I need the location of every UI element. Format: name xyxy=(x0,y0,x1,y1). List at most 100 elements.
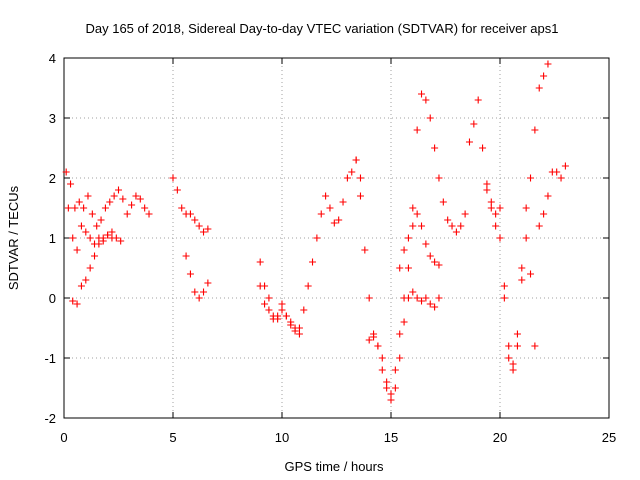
data-point xyxy=(195,222,203,230)
y-tick-label: 2 xyxy=(49,171,56,186)
data-point xyxy=(356,174,364,182)
data-point xyxy=(400,246,408,254)
data-point xyxy=(287,321,295,329)
data-point xyxy=(123,210,131,218)
x-tick-label: 0 xyxy=(60,430,67,445)
data-point xyxy=(326,204,334,212)
data-point xyxy=(365,336,373,344)
data-point xyxy=(278,306,286,314)
data-point xyxy=(413,210,421,218)
data-point xyxy=(431,258,439,266)
data-point xyxy=(444,216,452,224)
series-trace-i xyxy=(365,288,443,404)
data-point xyxy=(404,234,412,242)
data-point xyxy=(128,201,136,209)
data-point xyxy=(492,210,500,218)
data-point xyxy=(88,210,96,218)
data-point xyxy=(518,276,526,284)
data-point xyxy=(200,228,208,236)
data-point xyxy=(422,96,430,104)
data-point xyxy=(204,279,212,287)
data-point xyxy=(431,144,439,152)
data-point xyxy=(396,330,404,338)
y-tick-label: 0 xyxy=(49,291,56,306)
y-tick-label: 3 xyxy=(49,111,56,126)
data-point xyxy=(265,294,273,302)
data-point xyxy=(64,204,72,212)
data-point xyxy=(426,114,434,122)
data-point xyxy=(509,366,517,374)
data-point xyxy=(132,192,140,200)
data-point xyxy=(457,222,465,230)
series-trace-d xyxy=(169,174,212,236)
data-point xyxy=(496,234,504,242)
data-point xyxy=(108,228,116,236)
data-point xyxy=(378,354,386,362)
data-point xyxy=(391,384,399,392)
data-point xyxy=(104,231,112,239)
data-point xyxy=(95,240,103,248)
data-point xyxy=(540,72,548,80)
data-point xyxy=(204,225,212,233)
data-point xyxy=(387,396,395,404)
data-point xyxy=(465,138,473,146)
data-point xyxy=(535,222,543,230)
data-point xyxy=(387,390,395,398)
y-tick-labels: -2 -1 0 1 2 3 4 xyxy=(44,51,56,426)
data-point xyxy=(370,333,378,341)
data-point xyxy=(93,222,101,230)
data-point xyxy=(106,198,114,206)
data-point xyxy=(97,216,105,224)
data-point xyxy=(313,234,321,242)
data-point xyxy=(531,342,539,350)
data-point xyxy=(291,327,299,335)
data-point xyxy=(435,174,443,182)
data-point xyxy=(75,198,83,206)
data-point xyxy=(69,234,77,242)
data-point xyxy=(544,60,552,68)
data-point xyxy=(145,210,153,218)
data-point xyxy=(483,186,491,194)
data-point xyxy=(474,96,482,104)
data-point xyxy=(86,234,94,242)
data-point xyxy=(86,264,94,272)
data-point xyxy=(191,216,199,224)
data-point xyxy=(317,210,325,218)
data-point xyxy=(141,204,149,212)
series-trace-j xyxy=(396,210,443,272)
x-tick-labels: 0 5 10 15 20 25 xyxy=(60,430,616,445)
data-point xyxy=(119,195,127,203)
data-point xyxy=(557,174,565,182)
x-tick-label: 5 xyxy=(169,430,176,445)
data-point xyxy=(278,300,286,308)
data-point xyxy=(544,192,552,200)
data-point xyxy=(356,192,364,200)
data-point xyxy=(99,234,107,242)
data-point xyxy=(479,144,487,152)
data-point xyxy=(418,222,426,230)
series-trace-l xyxy=(483,162,569,374)
data-point xyxy=(426,300,434,308)
data-point xyxy=(522,204,530,212)
series-trace-b xyxy=(64,204,125,254)
data-point xyxy=(69,297,77,305)
data-point xyxy=(553,168,561,176)
data-point xyxy=(71,204,79,212)
data-point xyxy=(82,228,90,236)
data-point xyxy=(73,300,81,308)
data-point xyxy=(535,84,543,92)
data-point xyxy=(343,174,351,182)
data-point xyxy=(108,234,116,242)
data-point xyxy=(335,216,343,224)
data-point xyxy=(304,282,312,290)
data-point xyxy=(77,282,85,290)
series-trace-f xyxy=(256,156,364,338)
data-point xyxy=(352,156,360,164)
data-point xyxy=(505,342,513,350)
data-point xyxy=(300,306,308,314)
data-point xyxy=(487,198,495,206)
data-point xyxy=(505,354,513,362)
data-point xyxy=(391,366,399,374)
data-point xyxy=(527,174,535,182)
